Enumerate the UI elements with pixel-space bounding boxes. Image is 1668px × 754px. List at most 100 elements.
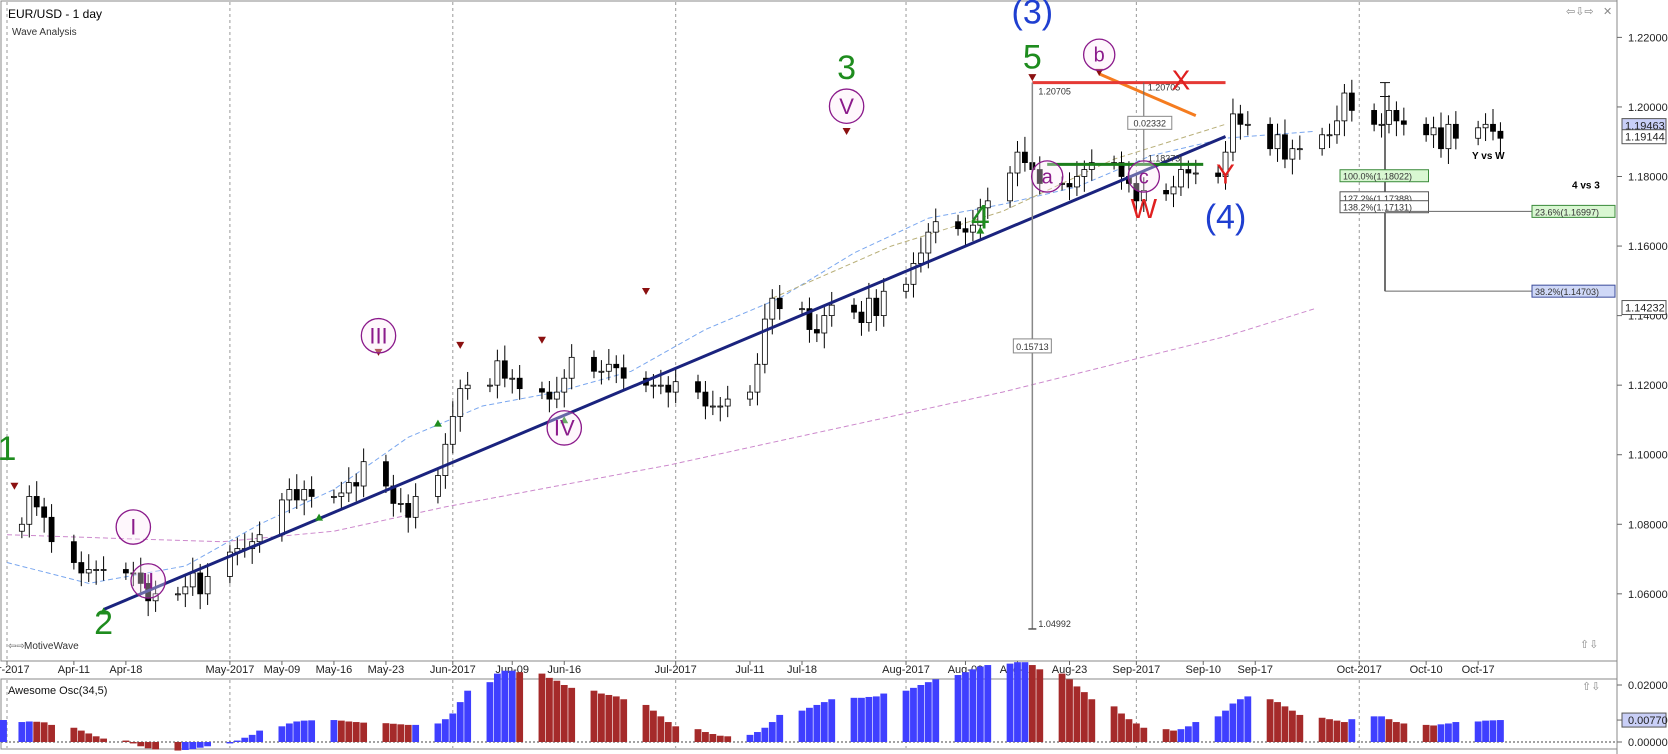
osc-panel-controls-icon[interactable]: ⇧⇩ [1582, 681, 1600, 693]
swing-low-marker [99, 607, 108, 615]
osc-bar [412, 724, 420, 742]
osc-bar [716, 735, 724, 742]
x-tick-label: May-16 [316, 664, 353, 676]
osc-bar [902, 690, 910, 742]
osc-bar [872, 696, 880, 742]
osc-bar [969, 669, 977, 742]
candle-body [561, 377, 568, 393]
box-diff-label: 0.02332 [1134, 118, 1167, 128]
osc-bar [976, 666, 984, 742]
candle-body [501, 360, 508, 379]
panel-controls-icon[interactable]: ⇧⇩ [1580, 639, 1598, 651]
candle-body [799, 308, 805, 311]
osc-bar [1378, 716, 1385, 742]
window-controls-icon[interactable]: ⇦⇩⇨ [1566, 6, 1594, 18]
four-vs-three-label: 4 vs 3 [1572, 181, 1600, 192]
osc-bar [1236, 699, 1244, 742]
candle-body [702, 391, 709, 407]
candle-body [910, 263, 917, 285]
price-badge [1621, 300, 1667, 316]
candle-body [865, 297, 872, 323]
osc-bar [404, 724, 412, 742]
osc-bar [560, 685, 568, 742]
osc-bar [1474, 721, 1482, 742]
candle-body [806, 308, 813, 330]
osc-bar [1341, 722, 1348, 742]
osc-bar [241, 737, 249, 742]
osc-bar [181, 742, 189, 750]
osc-bar [768, 722, 776, 742]
candle-body [494, 360, 501, 386]
candle-body [1059, 183, 1065, 185]
osc-bar [40, 722, 48, 742]
candle-body [620, 367, 627, 379]
candle-body [1400, 120, 1407, 125]
osc-bar [434, 723, 442, 742]
osc-bar [1296, 714, 1304, 742]
scroll-left-right-icon[interactable]: ⇦⇨ [8, 641, 25, 652]
y-tick-label: 1.08000 [1628, 519, 1668, 531]
osc-bar [1281, 706, 1289, 742]
osc-bar [1318, 717, 1326, 742]
wave-label: IV [554, 416, 575, 441]
chart-subtitle: Wave Analysis [12, 27, 77, 38]
candle-body [903, 283, 909, 292]
osc-bar [1132, 723, 1140, 742]
candle-body [308, 489, 315, 497]
osc-bar [501, 670, 509, 742]
price-badge-label: 1.14232 [1625, 303, 1665, 315]
x-axis: Apr-2017 Apr-11 Apr-18 May-2017 May-09 May-16… [0, 661, 1495, 676]
candle-body [286, 489, 293, 501]
osc-bar [352, 722, 360, 742]
wave-label: c [1139, 166, 1149, 188]
osc-bar [1452, 722, 1460, 742]
candle-body [1074, 176, 1080, 188]
candle-body [516, 377, 523, 390]
candle-body [1378, 123, 1385, 126]
osc-bar [568, 687, 576, 742]
osc-bar [330, 720, 338, 742]
osc-bar [1222, 710, 1229, 742]
osc-bar [92, 736, 100, 742]
osc-bar [174, 742, 182, 751]
candle-body [1237, 113, 1244, 125]
candle-body [1423, 123, 1430, 136]
swing-low-marker [560, 416, 569, 424]
candle-body [1274, 134, 1281, 150]
osc-bar [605, 694, 613, 742]
candle-body [174, 593, 181, 596]
candle-body [360, 461, 367, 487]
candle-body [769, 297, 776, 320]
osc-bar [449, 713, 457, 742]
y-tick-label: 1.06000 [1628, 589, 1668, 601]
close-icon[interactable]: ✕ [1603, 6, 1612, 18]
candle-body [1319, 134, 1326, 150]
osc-bar [954, 675, 962, 742]
candle-body [1490, 123, 1496, 132]
osc-bar [25, 721, 33, 742]
candle-body [754, 363, 761, 393]
candle-body [137, 572, 144, 584]
candle-body [189, 572, 196, 588]
candle-body [955, 221, 961, 230]
osc-bar [1021, 662, 1029, 742]
wave-label: a [1042, 166, 1054, 188]
candle-body [917, 252, 924, 264]
osc-bar [806, 707, 813, 742]
osc-bar [664, 722, 672, 742]
osc-bar [137, 742, 145, 747]
candle-body [1230, 113, 1236, 153]
candle-body [962, 228, 969, 233]
x-tick-label: Sep-17 [1237, 664, 1272, 676]
x-tick-label: Jun-16 [547, 664, 581, 676]
osc-bar [1229, 703, 1237, 742]
y-tick-label: 1.16000 [1628, 241, 1668, 253]
osc-bar [85, 733, 93, 742]
osc-bar [456, 702, 464, 742]
candle-body [449, 416, 456, 445]
osc-bar [1244, 696, 1252, 742]
osc-bar [1482, 720, 1489, 742]
fib-box [1531, 284, 1616, 298]
candle-body [1163, 190, 1169, 195]
